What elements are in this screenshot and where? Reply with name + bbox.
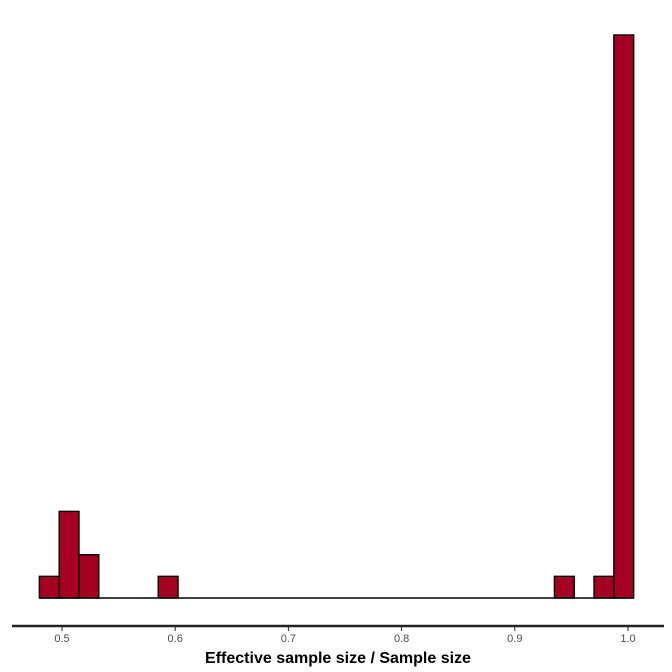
histogram-bar-11: [613, 34, 635, 599]
x-tick-label-4: 0.9: [507, 633, 522, 645]
x-tick-label-0: 0.5: [54, 633, 69, 645]
histogram-bars: [38, 34, 635, 599]
histogram-bar-8: [553, 575, 575, 599]
x-axis-ticks: 0.5 0.6 0.7 0.8 0.9 1.0: [54, 626, 636, 645]
x-tick-label-2: 0.7: [281, 633, 296, 645]
x-tick-label-1: 0.6: [168, 633, 183, 645]
x-tick-label-5: 1.0: [620, 633, 635, 645]
histogram-bar-2: [78, 553, 100, 599]
x-axis-title: Effective sample size / Sample size: [205, 650, 471, 667]
histogram-bar-1: [58, 510, 80, 599]
histogram-bar-0: [38, 575, 60, 599]
histogram-bar-6: [157, 575, 179, 599]
x-tick-label-3: 0.8: [394, 633, 409, 645]
histogram-bar-10: [593, 575, 615, 599]
